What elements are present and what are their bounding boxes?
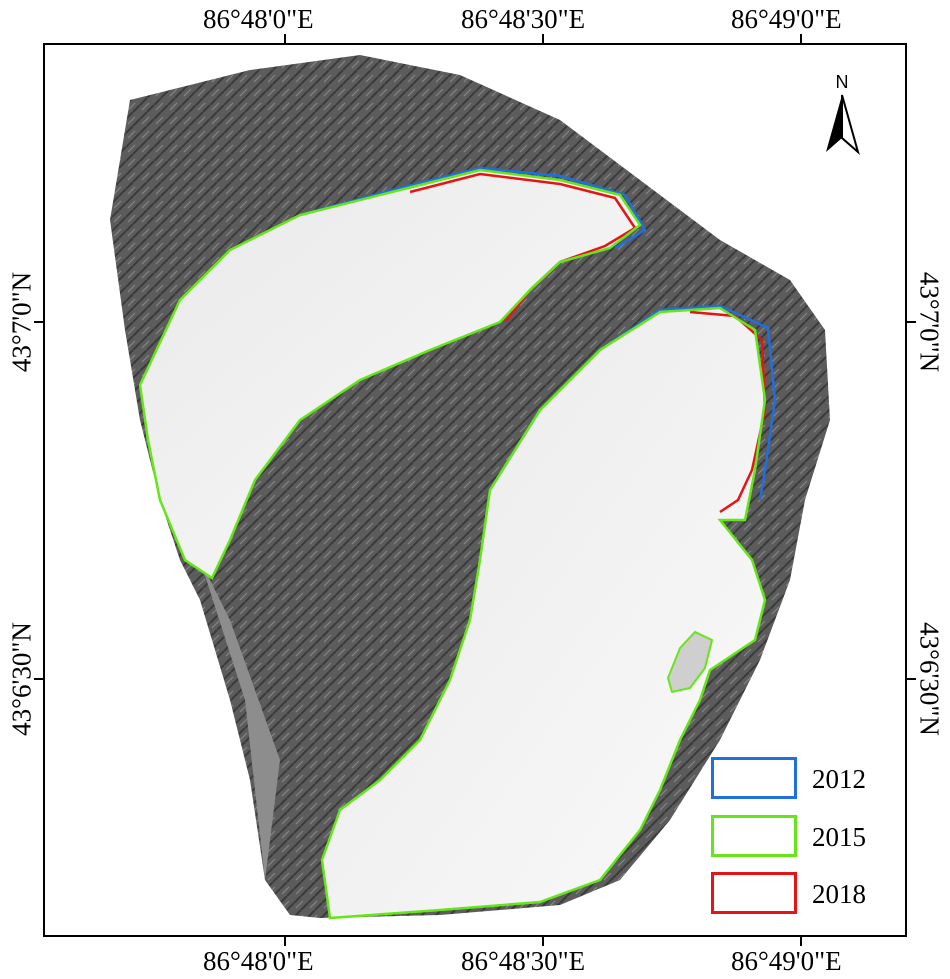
graticule-ticks (34, 34, 916, 946)
legend-swatch-2015 (711, 815, 797, 857)
legend-swatch-2018 (711, 872, 797, 914)
lat-label-left-1: 43°7'0"N (6, 271, 37, 373)
outline-2015 (138, 168, 642, 580)
legend-label-2018: 2018 (812, 879, 866, 909)
upper-glacier (140, 170, 640, 578)
north-arrow-icon (826, 94, 860, 155)
lon-label-top-3: 86°49'0"E (731, 4, 842, 34)
lower-glacier (322, 308, 765, 918)
outline-2015-lower (320, 306, 767, 920)
legend-swatch-2012 (711, 757, 797, 799)
outline-2012 (299, 166, 647, 250)
interpolated-area (200, 560, 280, 880)
lon-label-top-2: 86°48'30"E (461, 4, 586, 34)
lon-label-bottom-3: 86°49'0"E (731, 946, 842, 976)
legend-label-2012: 2012 (812, 764, 866, 794)
lon-label-bottom-2: 86°48'30"E (461, 946, 586, 976)
nunatak-outline (666, 630, 714, 694)
north-arrow-label: N (836, 72, 849, 92)
lat-label-left-2: 43°6'30"N (6, 622, 37, 736)
lon-label-bottom-1: 86°48'0"E (203, 946, 314, 976)
legend-label-2015: 2015 (812, 822, 866, 852)
lon-label-top-1: 86°48'0"E (203, 4, 314, 34)
lat-label-right-2: 43°6'30"N (914, 622, 945, 736)
lat-label-right-1: 43°7'0"N (914, 271, 945, 373)
